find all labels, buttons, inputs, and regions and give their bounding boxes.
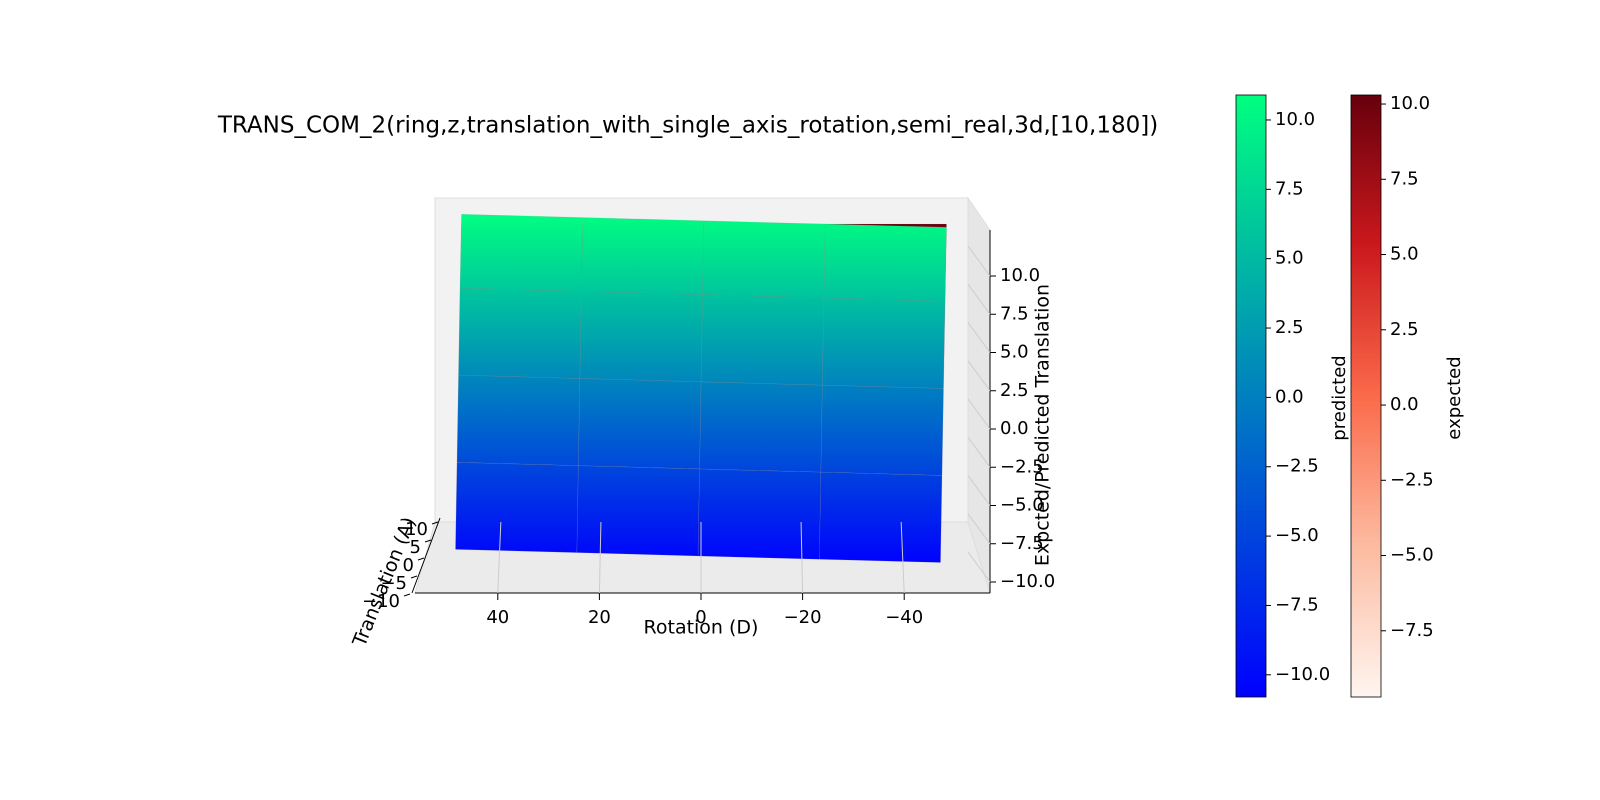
colorbar-tick-label: 2.5 — [1390, 319, 1419, 340]
surface-patch — [821, 297, 946, 389]
grid-line — [967, 513, 991, 545]
grid-line — [967, 398, 991, 430]
grid-line — [967, 245, 991, 277]
z-tick-label: 7.5 — [1000, 303, 1029, 324]
surface-patch — [820, 384, 944, 476]
grid-line — [967, 283, 991, 315]
colorbar-tick-label: 10.0 — [1275, 109, 1315, 130]
x-tick-label: 40 — [486, 607, 509, 628]
y-tick-label: 5 — [410, 537, 421, 558]
z-tick-label: 2.5 — [1000, 380, 1029, 401]
surface-patch — [702, 220, 826, 299]
y-tick — [410, 575, 418, 579]
colorbar-tick-label: −5.0 — [1390, 545, 1434, 566]
surface-patch — [459, 213, 584, 292]
colorbar-tick-label: 7.5 — [1390, 168, 1419, 189]
colorbar — [1235, 94, 1267, 698]
x-axis-label: Rotation (D) — [644, 617, 759, 639]
surface-patch — [823, 223, 947, 302]
colorbar-tick-label: 0.0 — [1390, 394, 1419, 415]
surface-patch — [458, 287, 582, 379]
z-tick-label: 0.0 — [1000, 418, 1029, 439]
grid-line — [598, 521, 602, 594]
y-tick-label: 0 — [403, 555, 414, 576]
colorbar-label: expected — [1444, 356, 1465, 439]
surface-patch — [456, 374, 581, 466]
colorbar-tick-label: 10.0 — [1390, 93, 1430, 114]
grid-line — [800, 521, 804, 594]
z-axis-label: Expcted/Predicted Translation — [1032, 284, 1054, 566]
grid-line — [900, 521, 905, 594]
y-tick — [403, 593, 411, 597]
surface-patch — [577, 378, 702, 470]
colorbar-tick-label: −10.0 — [1275, 664, 1330, 685]
z-tick-label: 10.0 — [1000, 265, 1040, 286]
grid-line — [967, 551, 991, 583]
surface-patch — [579, 291, 703, 383]
grid-line — [497, 521, 502, 594]
colorbar-tick-label: −5.0 — [1275, 525, 1319, 546]
y-tick-label: 10 — [405, 519, 428, 540]
colorbar-tick-label: 0.0 — [1275, 386, 1304, 407]
colorbar-tick-label: 5.0 — [1390, 244, 1419, 265]
colorbar-tick-label: −7.5 — [1275, 594, 1319, 615]
grid-line — [967, 360, 991, 392]
surface-patch — [699, 381, 823, 473]
y-tick-label: −10 — [362, 591, 400, 612]
colorbar-tick-label: −7.5 — [1390, 620, 1434, 641]
grid-line — [967, 322, 991, 353]
surfaces — [455, 213, 947, 563]
chart-title: TRANS_COM_2(ring,z,translation_with_sing… — [217, 113, 1158, 139]
y-axis-line — [411, 517, 441, 594]
z-tick-label: −5.0 — [1000, 495, 1044, 516]
colorbar-tick-label: −2.5 — [1390, 469, 1434, 490]
z-tick-label: −2.5 — [1000, 456, 1044, 477]
colorbar-tick-label: −2.5 — [1275, 456, 1319, 477]
y-tick — [431, 521, 439, 525]
surface-patch — [697, 468, 822, 560]
x-tick-label: 0 — [695, 607, 706, 628]
surface-patch — [576, 465, 700, 557]
y-tick — [424, 539, 432, 543]
z-tick-label: −10.0 — [1000, 571, 1055, 592]
colorbar-tick-label: 5.0 — [1275, 248, 1304, 269]
surface-patch — [818, 471, 943, 563]
grid-line — [967, 475, 991, 506]
axes: 40 20 0 −20 −401050−5−1010.07.55.02.50.0−2.5… — [362, 245, 1055, 628]
colorbar — [1350, 94, 1382, 698]
surface-patch — [580, 217, 705, 295]
x-tick-label: −40 — [885, 607, 923, 628]
y-tick — [417, 557, 425, 561]
surface-patch — [700, 294, 825, 386]
surface-patch — [455, 461, 579, 553]
z-tick-label: −7.5 — [1000, 533, 1044, 554]
x-tick-label: −20 — [784, 607, 822, 628]
grid-line — [967, 436, 991, 468]
colorbar-tick-label: 7.5 — [1275, 178, 1304, 199]
colorbar-label: predicted — [1329, 355, 1350, 440]
z-tick-label: 5.0 — [1000, 342, 1029, 363]
x-tick-label: 20 — [588, 607, 611, 628]
colorbar-tick-label: 2.5 — [1275, 317, 1304, 338]
y-tick-label: −5 — [380, 573, 407, 594]
side-pane — [967, 196, 991, 594]
